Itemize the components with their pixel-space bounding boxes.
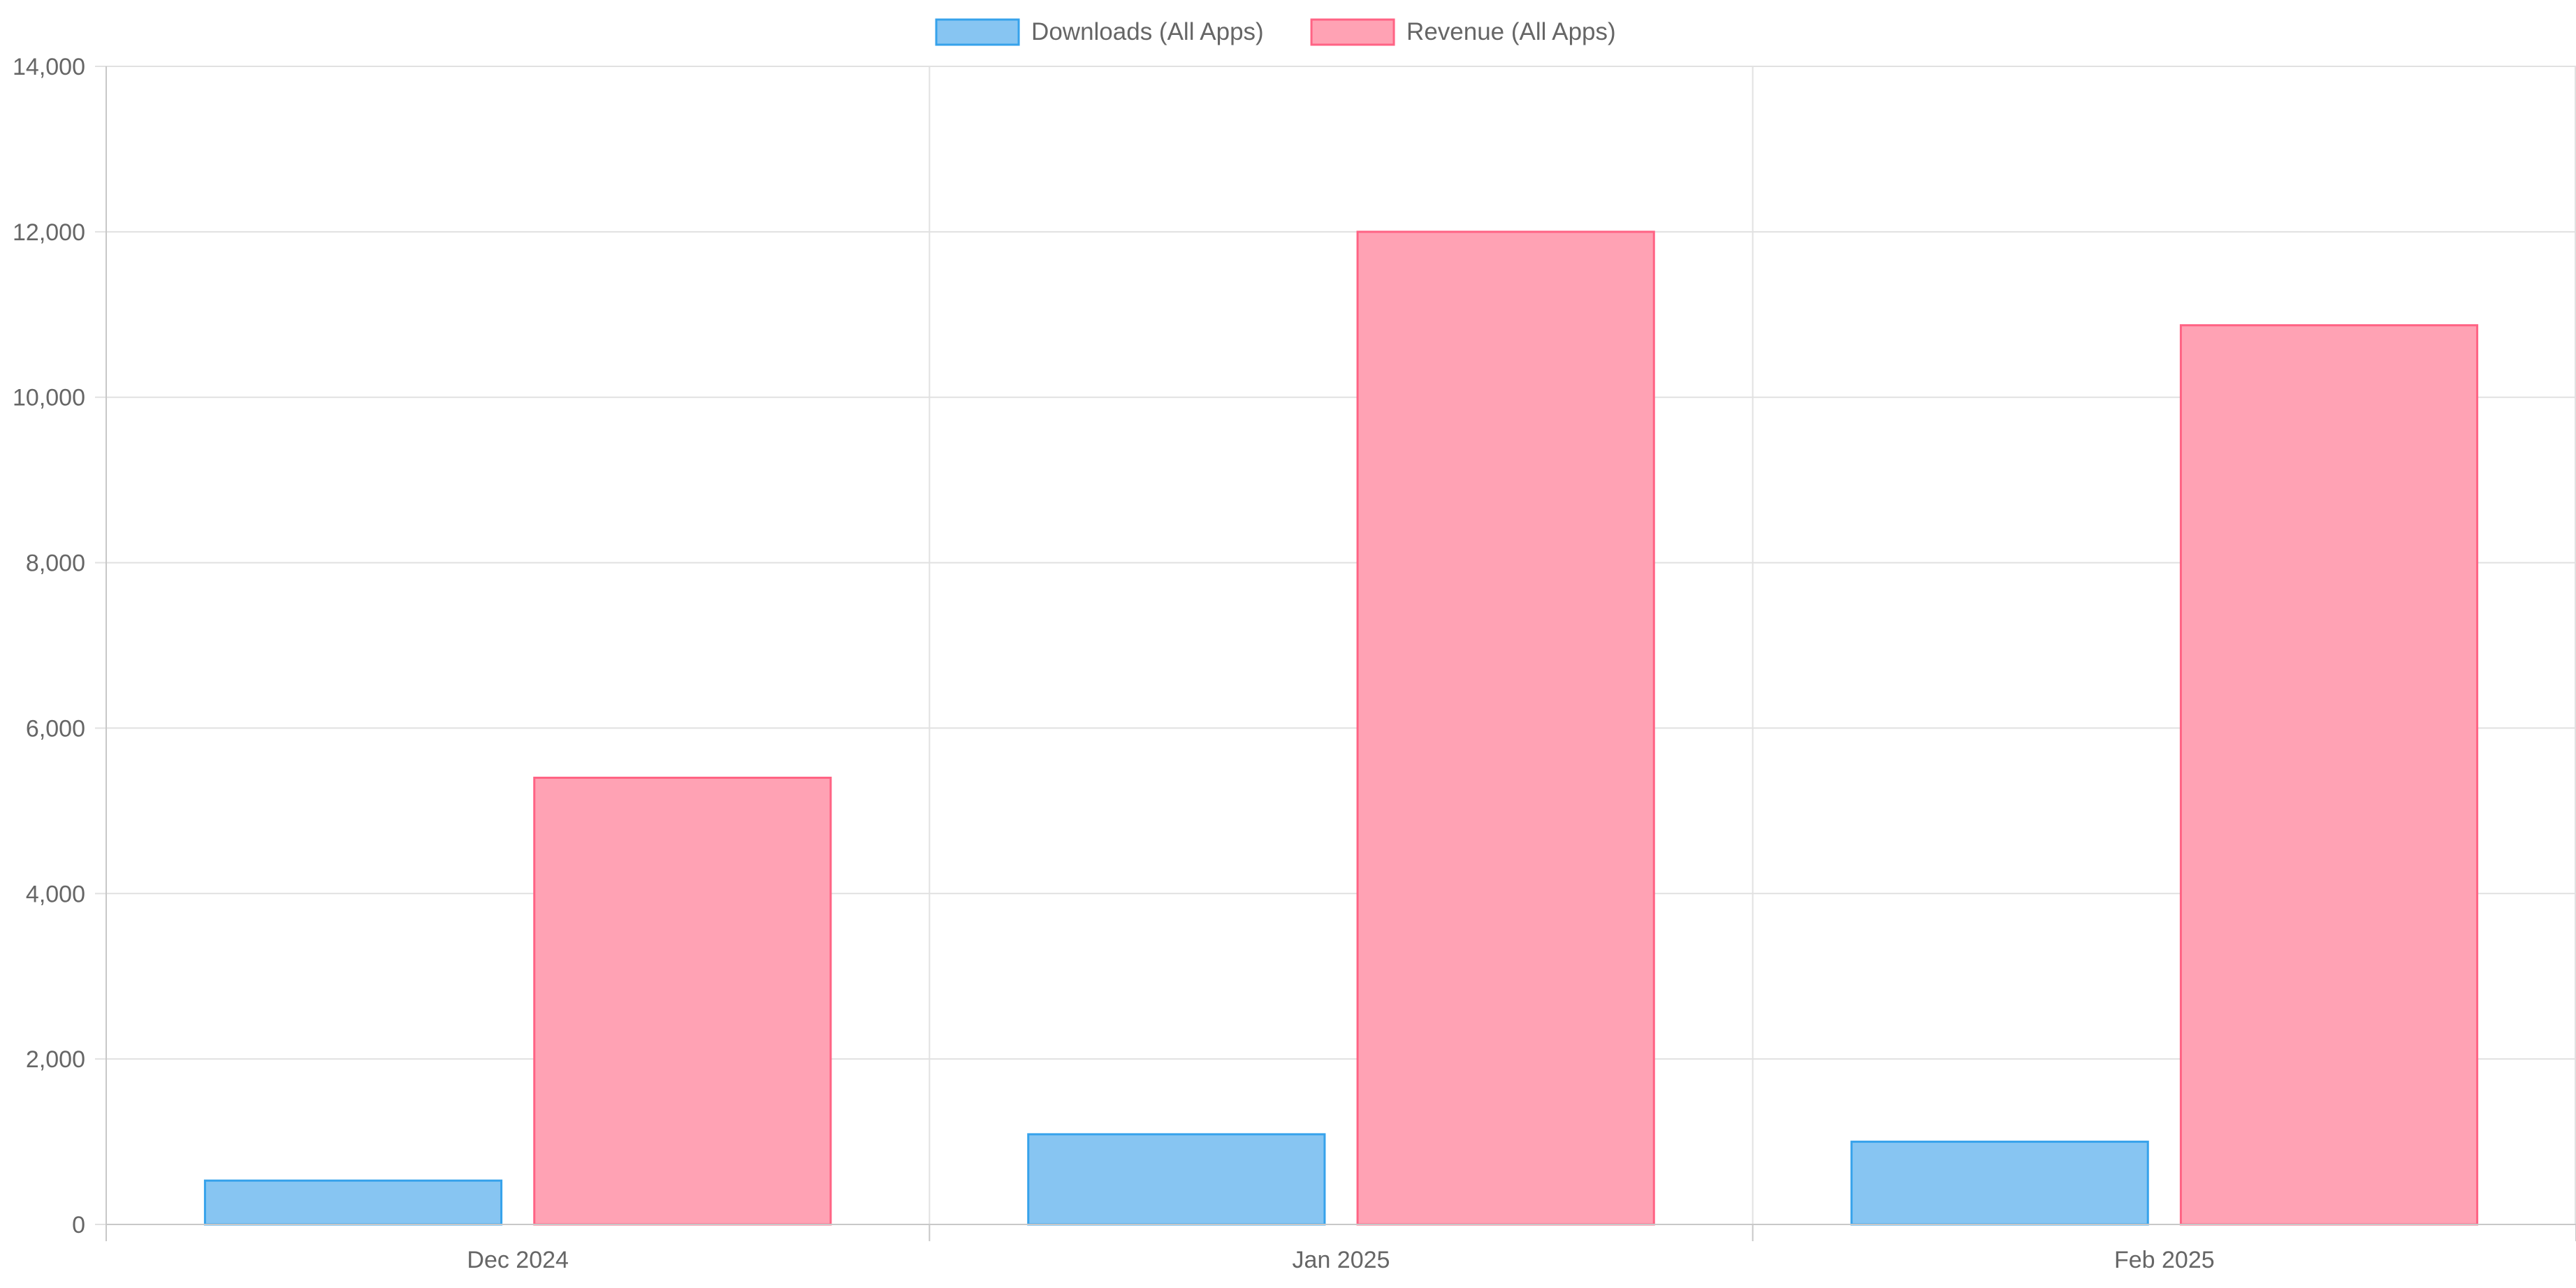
axes [95, 66, 2576, 1241]
y-tick-label: 2,000 [26, 1046, 85, 1073]
y-tick-label: 0 [72, 1212, 85, 1238]
x-axis-tick-labels: Dec 2024 Jan 2025 Feb 2025 [467, 1247, 2214, 1273]
x-tick-label: Dec 2024 [467, 1247, 569, 1273]
bar-revenue-feb-2025[interactable] [2179, 324, 2479, 1226]
legend-item-revenue[interactable]: Revenue (All Apps) [1310, 18, 1616, 46]
y-axis-tick-labels: 0 2,000 4,000 6,000 8,000 10,000 12,000 14,000 [13, 54, 85, 1238]
legend-label: Revenue (All Apps) [1406, 18, 1616, 45]
y-tick-label: 8,000 [26, 550, 85, 577]
x-tick-label: Jan 2025 [1293, 1247, 1390, 1273]
bars [203, 230, 2479, 1226]
grid-lines [106, 66, 2576, 1224]
y-tick-label: 6,000 [26, 715, 85, 742]
legend-label: Downloads (All Apps) [1031, 18, 1264, 45]
legend-swatch [1310, 18, 1395, 46]
bar-revenue-dec-2024[interactable] [533, 776, 832, 1226]
y-tick-label: 10,000 [13, 385, 85, 411]
x-tick-label: Feb 2025 [2114, 1247, 2215, 1273]
y-tick-label: 14,000 [13, 54, 85, 80]
legend-item-downloads[interactable]: Downloads (All Apps) [935, 18, 1264, 46]
y-tick-label: 12,000 [13, 219, 85, 246]
legend-swatch [935, 18, 1020, 46]
legend[interactable]: Downloads (All Apps) Revenue (All Apps) [935, 18, 1616, 46]
bar-revenue-jan-2025[interactable] [1356, 230, 1655, 1226]
bar-downloads-feb-2025[interactable] [1850, 1141, 2149, 1226]
y-tick-label: 4,000 [26, 881, 85, 907]
bar-downloads-jan-2025[interactable] [1027, 1133, 1326, 1226]
bar-downloads-dec-2024[interactable] [203, 1179, 503, 1226]
